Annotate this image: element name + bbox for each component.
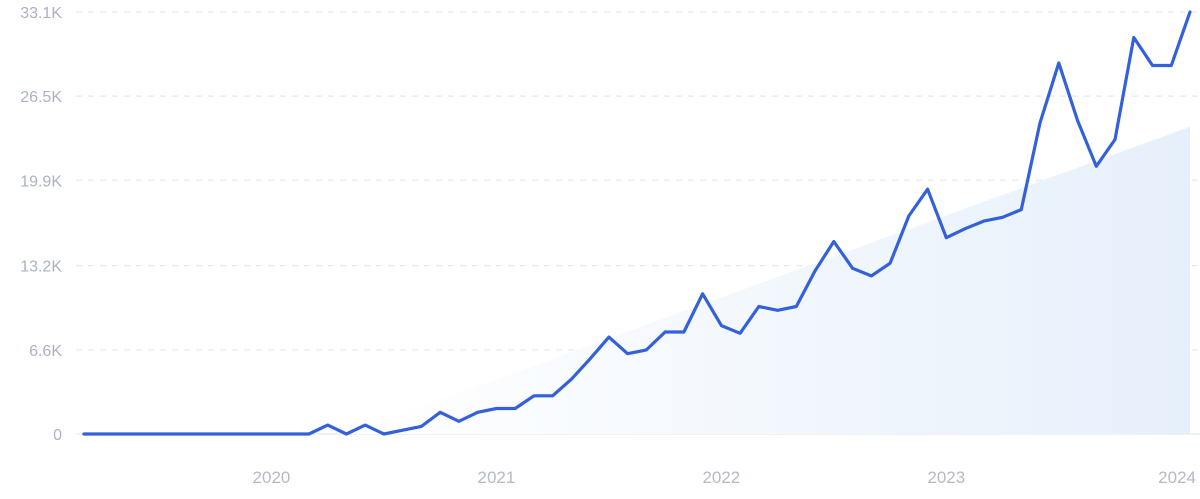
series-line	[82, 10, 1192, 436]
x-tick-label: 2021	[477, 468, 515, 487]
series-layer	[82, 10, 1192, 436]
y-tick-label: 19.9K	[20, 173, 62, 190]
x-tick-label: 2024	[1158, 468, 1196, 487]
x-axis-ticks: 2020 2021 2022 2023 2024	[253, 468, 1196, 487]
x-tick-label: 2022	[702, 468, 740, 487]
trend-area	[346, 126, 1190, 435]
y-tick-label: 0	[53, 427, 62, 444]
x-tick-label: 2023	[927, 468, 965, 487]
y-axis-ticks: 0 6.6K 13.2K 19.9K 26.5K 33.1K	[20, 5, 62, 444]
y-tick-label: 13.2K	[20, 259, 62, 276]
y-tick-label: 6.6K	[29, 343, 62, 360]
x-tick-label: 2020	[253, 468, 291, 487]
trend-area-shape	[346, 126, 1190, 435]
y-tick-label: 33.1K	[20, 5, 62, 22]
y-tick-label: 26.5K	[20, 89, 62, 106]
